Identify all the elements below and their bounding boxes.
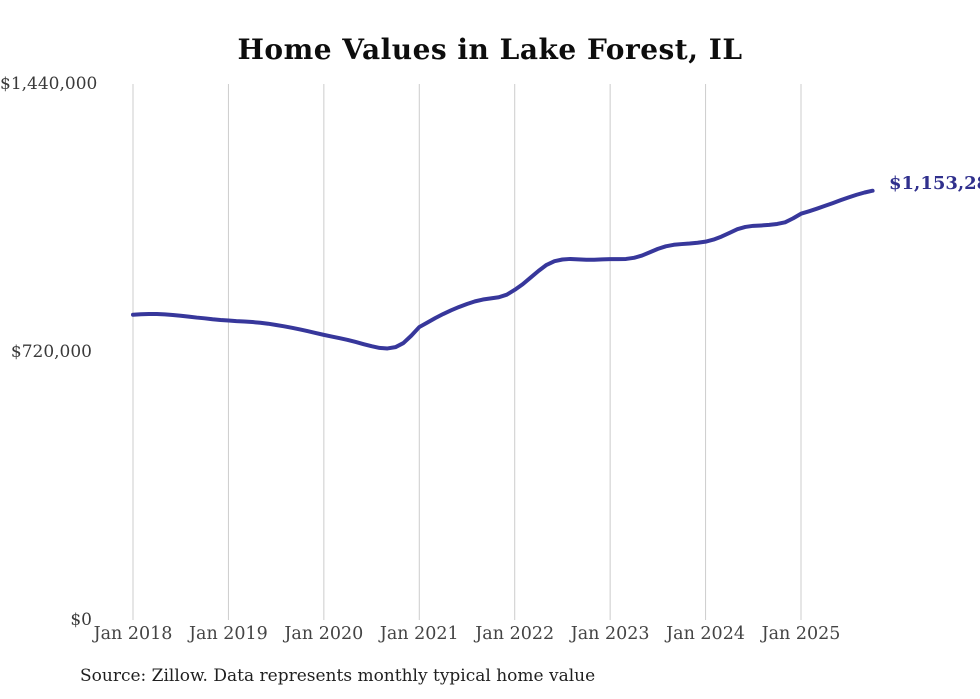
x-tick-label: Jan 2024 <box>666 624 745 644</box>
x-tick-label: Jan 2021 <box>379 624 459 644</box>
x-tick-label: Jan 2022 <box>475 624 555 644</box>
y-tick-label: $1,440,000 <box>0 74 98 94</box>
series-line <box>131 188 875 351</box>
y-tick-label: $0 <box>70 610 92 630</box>
end-value-label: $1,153,288 <box>889 173 980 194</box>
source-note: Source: Zillow. Data represents monthly … <box>80 666 596 686</box>
y-tick-label: $720,000 <box>10 342 92 362</box>
x-tick-label: Jan 2019 <box>189 624 268 644</box>
page-title: Home Values in Lake Forest, IL <box>237 33 743 66</box>
x-tick-label: Jan 2025 <box>761 624 841 644</box>
x-tick-label: Jan 2023 <box>570 624 650 644</box>
x-tick-label: Jan 2018 <box>93 624 173 644</box>
x-tick-label: Jan 2020 <box>284 624 364 644</box>
